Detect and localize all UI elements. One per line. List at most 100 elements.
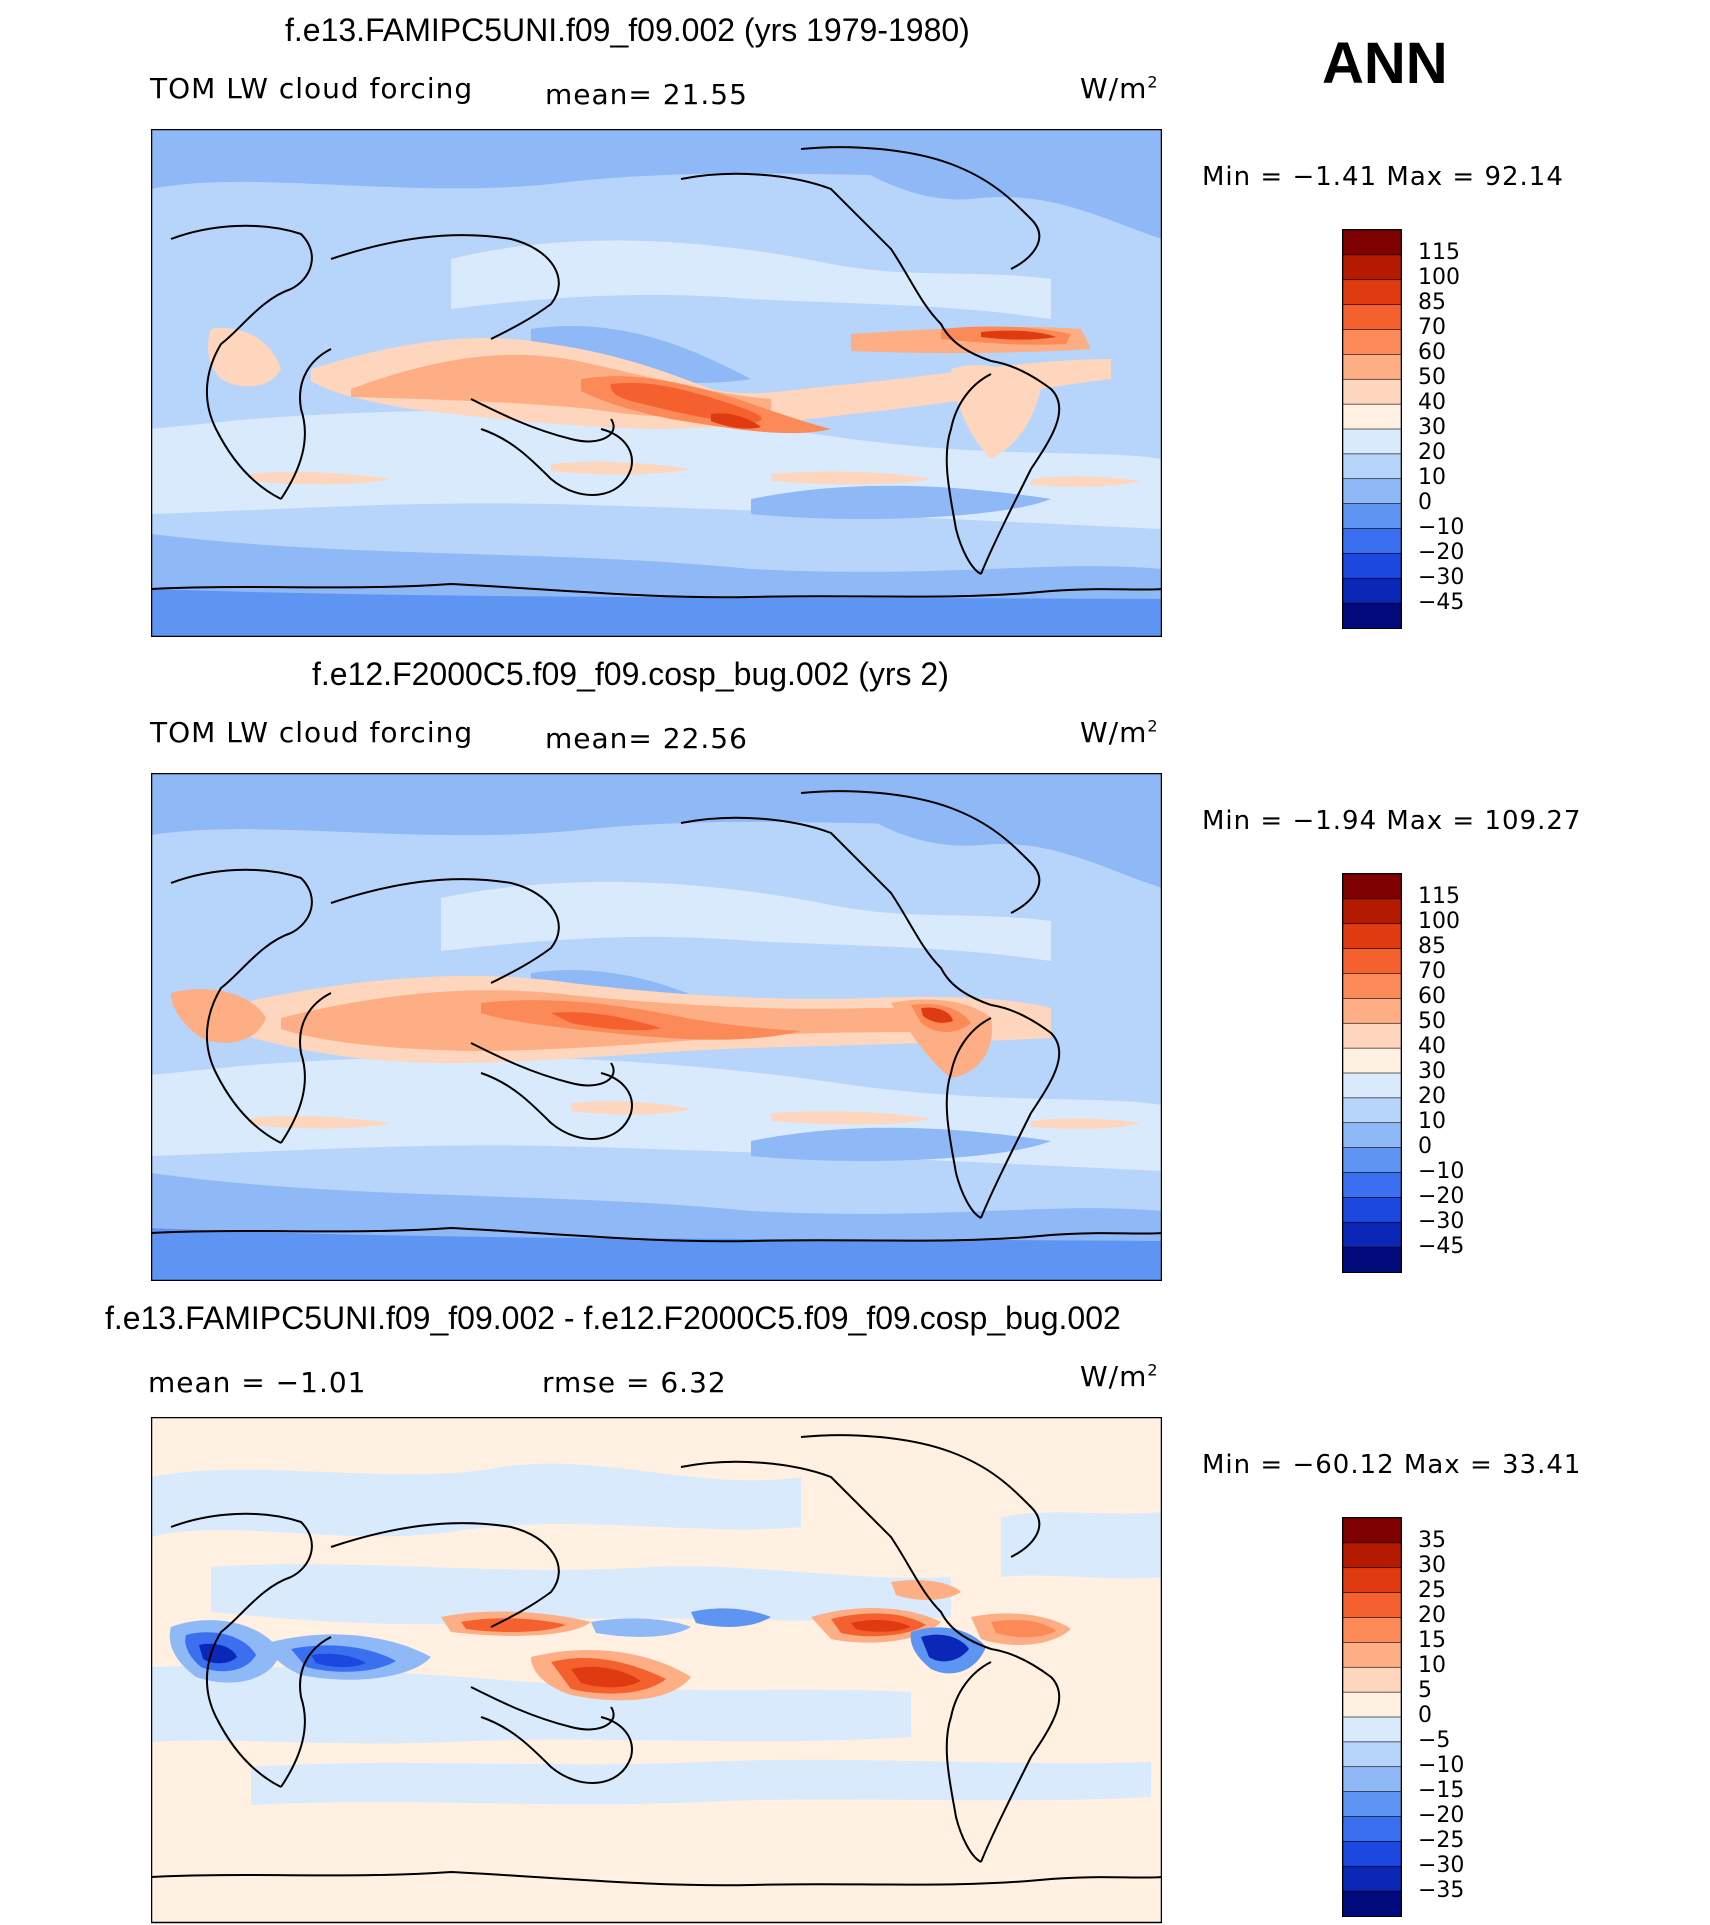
panel1-tick: 50 (1418, 365, 1446, 390)
panel3-tick: 25 (1418, 1578, 1446, 1603)
panel3-units: W/m2 (1080, 1360, 1159, 1393)
panel2-map (151, 773, 1162, 1281)
colorbar-swatch (1342, 1221, 1402, 1248)
colorbar-swatch (1342, 1841, 1402, 1868)
panel3-colorbar (1342, 1517, 1402, 1917)
panel3-map (151, 1417, 1162, 1924)
panel2-tick: −30 (1418, 1209, 1465, 1234)
panel2-tick: 70 (1418, 959, 1446, 984)
panel2-tick: −20 (1418, 1184, 1465, 1209)
panel2-minmax: Min = −1.94 Max = 109.27 (1202, 806, 1582, 836)
panel2-tick: 100 (1418, 909, 1460, 934)
panel3-minmax: Min = −60.12 Max = 33.41 (1202, 1450, 1582, 1480)
colorbar-swatch (1342, 1592, 1402, 1619)
panel2-tick: −10 (1418, 1159, 1465, 1184)
colorbar-swatch (1342, 948, 1402, 975)
panel1-tick: −20 (1418, 540, 1465, 565)
panel1-colorbar-swatches (1342, 229, 1402, 629)
panel2-tick: 40 (1418, 1034, 1446, 1059)
colorbar-swatch (1342, 553, 1402, 580)
colorbar-swatch (1342, 279, 1402, 306)
colorbar-swatch (1342, 254, 1402, 281)
panel2-mean-label: mean= 22.56 (545, 722, 748, 755)
panel2-variable-label: TOM LW cloud forcing (150, 716, 474, 749)
panel1-units: W/m2 (1080, 72, 1159, 105)
colorbar-swatch (1342, 503, 1402, 530)
panel3-tick: 10 (1418, 1653, 1446, 1678)
panel2-tick: 60 (1418, 984, 1446, 1009)
colorbar-swatch (1342, 973, 1402, 1000)
panel1-tick: 115 (1418, 240, 1460, 265)
colorbar-swatch (1342, 1741, 1402, 1768)
colorbar-swatch (1342, 898, 1402, 925)
panel3-tick: −30 (1418, 1853, 1465, 1878)
panel3-tick: −25 (1418, 1828, 1465, 1853)
colorbar-swatch (1342, 577, 1402, 604)
colorbar-swatch (1342, 528, 1402, 555)
colorbar-swatch (1342, 923, 1402, 950)
colorbar-swatch (1342, 1022, 1402, 1049)
colorbar-swatch (1342, 1791, 1402, 1818)
colorbar-swatch (1342, 428, 1402, 455)
panel2-tick: 115 (1418, 884, 1460, 909)
colorbar-swatch (1342, 998, 1402, 1025)
colorbar-swatch (1342, 1890, 1402, 1917)
panel2-tick: 50 (1418, 1009, 1446, 1034)
panel1-tick: −30 (1418, 565, 1465, 590)
panel1-tick: 70 (1418, 315, 1446, 340)
colorbar-swatch (1342, 1666, 1402, 1693)
panel1-colorbar-ticks: 115 100 85 70 60 50 40 30 20 10 0 −10 −2… (1418, 240, 1464, 615)
panel2-tick: 20 (1418, 1084, 1446, 1109)
panel1-tick: 10 (1418, 465, 1446, 490)
panel2-tick: 30 (1418, 1059, 1446, 1084)
panel1-tick: −10 (1418, 515, 1465, 540)
panel2-colorbar-ticks: 115 100 85 70 60 50 40 30 20 10 0 −10 −2… (1418, 884, 1464, 1259)
panel1-tick: 100 (1418, 265, 1460, 290)
panel3-colorbar-swatches (1342, 1517, 1402, 1917)
colorbar-swatch (1342, 873, 1402, 900)
colorbar-swatch (1342, 1197, 1402, 1224)
colorbar-swatch (1342, 229, 1402, 256)
colorbar-swatch (1342, 403, 1402, 430)
colorbar-swatch (1342, 1567, 1402, 1594)
panel3-tick: −15 (1418, 1778, 1465, 1803)
panel3-title: f.e13.FAMIPC5UNI.f09_f09.002 - f.e12.F20… (105, 1300, 1121, 1336)
panel1-colorbar (1342, 229, 1402, 629)
colorbar-swatch (1342, 1047, 1402, 1074)
colorbar-swatch (1342, 1122, 1402, 1149)
colorbar-swatch (1342, 1865, 1402, 1892)
colorbar-swatch (1342, 1691, 1402, 1718)
colorbar-swatch (1342, 1097, 1402, 1124)
colorbar-swatch (1342, 1147, 1402, 1174)
colorbar-swatch (1342, 1617, 1402, 1644)
colorbar-swatch (1342, 1172, 1402, 1199)
colorbar-swatch (1342, 1716, 1402, 1743)
panel1-mean-label: mean= 21.55 (545, 78, 748, 111)
panel3-tick: 35 (1418, 1528, 1446, 1553)
colorbar-swatch (1342, 478, 1402, 505)
colorbar-swatch (1342, 329, 1402, 356)
panel3-colorbar-ticks: 35 30 25 20 15 10 5 0 −5 −10 −15 −20 −25… (1418, 1528, 1464, 1903)
panel1-title: f.e13.FAMIPC5UNI.f09_f09.002 (yrs 1979-1… (285, 12, 970, 48)
panel3-tick: 0 (1418, 1703, 1432, 1728)
season-label: ANN (1322, 31, 1448, 96)
panel3-tick: 30 (1418, 1553, 1446, 1578)
panel2-tick: −45 (1418, 1234, 1465, 1259)
colorbar-swatch (1342, 453, 1402, 480)
panel3-tick: 5 (1418, 1678, 1432, 1703)
panel3-tick: 20 (1418, 1603, 1446, 1628)
panel1-variable-label: TOM LW cloud forcing (150, 72, 474, 105)
panel2-tick: 10 (1418, 1109, 1446, 1134)
panel3-tick: −10 (1418, 1753, 1465, 1778)
panel2-colorbar (1342, 873, 1402, 1273)
colorbar-swatch (1342, 1072, 1402, 1099)
panel2-tick: 0 (1418, 1134, 1432, 1159)
panel1-tick: 60 (1418, 340, 1446, 365)
panel3-tick: −35 (1418, 1878, 1465, 1903)
panel3-rmse-label: rmse = 6.32 (542, 1366, 727, 1399)
colorbar-swatch (1342, 354, 1402, 381)
panel1-tick: 40 (1418, 390, 1446, 415)
colorbar-swatch (1342, 378, 1402, 405)
colorbar-swatch (1342, 1246, 1402, 1273)
panel1-tick: 0 (1418, 490, 1432, 515)
